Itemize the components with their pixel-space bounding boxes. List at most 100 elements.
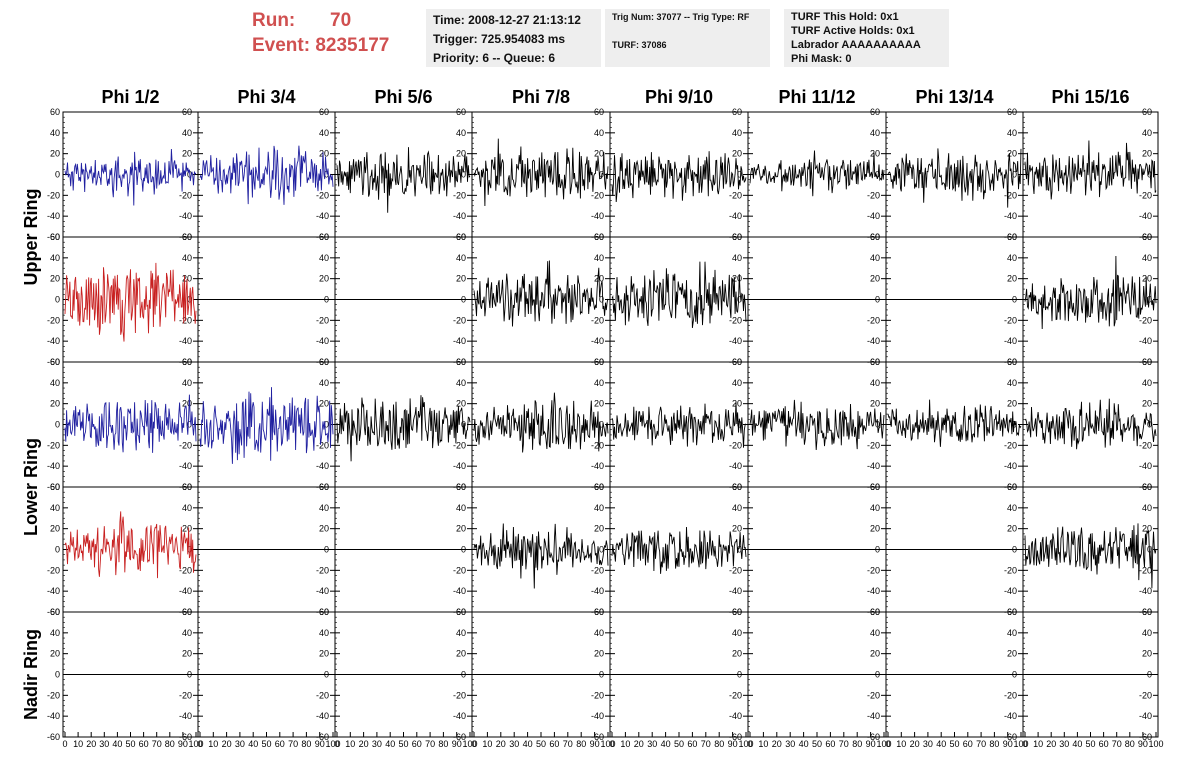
- ytick-label-right: -40: [453, 461, 466, 471]
- ytick-label-right: -40: [179, 336, 192, 346]
- xtick-label: 70: [839, 739, 849, 749]
- ytick-label-right: -20: [1004, 315, 1017, 325]
- xtick-label: 40: [385, 739, 395, 749]
- ytick-label-right: -40: [867, 586, 880, 596]
- ytick-label-right: 20: [870, 399, 880, 409]
- waveform-r2-c4: [473, 260, 609, 327]
- xtick-label: 40: [1072, 739, 1082, 749]
- ytick-label-right: 20: [870, 149, 880, 159]
- xtick-label: 100: [188, 739, 203, 749]
- ytick-label: 60: [50, 357, 60, 367]
- xtick-label: 80: [1125, 739, 1135, 749]
- ytick-label-right: 20: [594, 399, 604, 409]
- xtick-label: 90: [452, 739, 462, 749]
- ytick-label-right: -20: [453, 315, 466, 325]
- ytick-label-right: -20: [179, 440, 192, 450]
- ytick-label: 20: [50, 649, 60, 659]
- ytick-label: 40: [50, 378, 60, 388]
- ytick-label: -40: [47, 586, 60, 596]
- xtick-label: 80: [576, 739, 586, 749]
- ytick-label-right: 60: [870, 107, 880, 117]
- ytick-label-right: 20: [456, 399, 466, 409]
- ytick-label-right: -40: [1004, 461, 1017, 471]
- ytick-label-right: -20: [316, 565, 329, 575]
- xtick-label: 0: [609, 739, 614, 749]
- ytick-label-right: 40: [319, 253, 329, 263]
- ytick-label-right: 60: [182, 232, 192, 242]
- ytick-label: 20: [50, 274, 60, 284]
- ytick-label: -20: [47, 690, 60, 700]
- ytick-label-right: 60: [1142, 232, 1152, 242]
- ytick-label-right: -20: [179, 565, 192, 575]
- ytick-label: -40: [47, 336, 60, 346]
- xtick-label: 100: [738, 739, 753, 749]
- xtick-label: 0: [885, 739, 890, 749]
- ytick-label: -60: [47, 732, 60, 742]
- ytick-label-right: 60: [732, 232, 742, 242]
- ytick-label-right: 20: [1007, 149, 1017, 159]
- turf-text: TURF: 37086: [612, 40, 667, 50]
- ytick-label-right: -20: [1004, 440, 1017, 450]
- ytick-label-right: 0: [187, 420, 192, 430]
- xtick-label: 100: [876, 739, 891, 749]
- ytick-label: -20: [47, 190, 60, 200]
- ytick-label-right: -40: [179, 711, 192, 721]
- xtick-label: 0: [471, 739, 476, 749]
- xtick-label: 30: [235, 739, 245, 749]
- ytick-label-right: -40: [867, 211, 880, 221]
- xtick-label: 40: [936, 739, 946, 749]
- xtick-label: 20: [910, 739, 920, 749]
- xtick-label: 10: [1033, 739, 1043, 749]
- ytick-label-right: 60: [182, 357, 192, 367]
- xtick-label: 50: [125, 739, 135, 749]
- ytick-label-right: 60: [1142, 107, 1152, 117]
- ytick-label-right: -20: [179, 690, 192, 700]
- waveform-r3-c8: [1024, 398, 1157, 450]
- ytick-label-right: 0: [324, 420, 329, 430]
- waveform-r1-c6: [749, 150, 885, 197]
- ytick-label-right: 20: [182, 274, 192, 284]
- ytick-label-right: -40: [316, 211, 329, 221]
- xtick-label: 50: [398, 739, 408, 749]
- ytick-label-right: 20: [594, 649, 604, 659]
- ytick-label-right: 40: [1142, 503, 1152, 513]
- waveform-r3-c7: [887, 399, 1022, 447]
- xtick-label: 100: [462, 739, 477, 749]
- xtick-label: 20: [359, 739, 369, 749]
- xtick-label: 30: [372, 739, 382, 749]
- ytick-label-right: -40: [316, 336, 329, 346]
- ytick-label-right: 20: [1007, 649, 1017, 659]
- ytick-label-right: -40: [1139, 211, 1152, 221]
- xtick-label: 10: [345, 739, 355, 749]
- ytick-label-right: -20: [1139, 190, 1152, 200]
- column-header-7: Phi 13/14: [915, 87, 993, 107]
- ytick-label-right: 60: [870, 232, 880, 242]
- ytick-label-right: -20: [316, 190, 329, 200]
- run-label: Run:: [252, 10, 296, 31]
- ytick-label: 0: [55, 420, 60, 430]
- phi-mask-text: Phi Mask: 0: [791, 53, 852, 65]
- ytick-label-right: 40: [182, 628, 192, 638]
- ytick-label-right: 20: [594, 524, 604, 534]
- xtick-label: 90: [1003, 739, 1013, 749]
- waveform-r1-c1: [64, 148, 196, 206]
- column-header-8: Phi 15/16: [1051, 87, 1129, 107]
- xtick-label: 30: [1059, 739, 1069, 749]
- ytick-label-right: 40: [182, 378, 192, 388]
- xtick-label: 10: [620, 739, 630, 749]
- ytick-label-right: 40: [594, 253, 604, 263]
- ytick-label-right: 40: [319, 378, 329, 388]
- ytick-label-right: -40: [729, 336, 742, 346]
- ytick-label-right: 20: [456, 524, 466, 534]
- turf-this-hold-text: TURF This Hold: 0x1: [791, 11, 899, 23]
- xtick-label: 50: [261, 739, 271, 749]
- ytick-label-right: -20: [1139, 440, 1152, 450]
- ytick-label-right: 40: [456, 628, 466, 638]
- ytick-label-right: 60: [594, 607, 604, 617]
- xtick-label: 50: [1085, 739, 1095, 749]
- ytick-label-right: 40: [1142, 628, 1152, 638]
- ytick-label-right: -20: [453, 565, 466, 575]
- xtick-label: 30: [785, 739, 795, 749]
- ytick-label-right: 40: [1142, 253, 1152, 263]
- ytick-label-right: -40: [1139, 461, 1152, 471]
